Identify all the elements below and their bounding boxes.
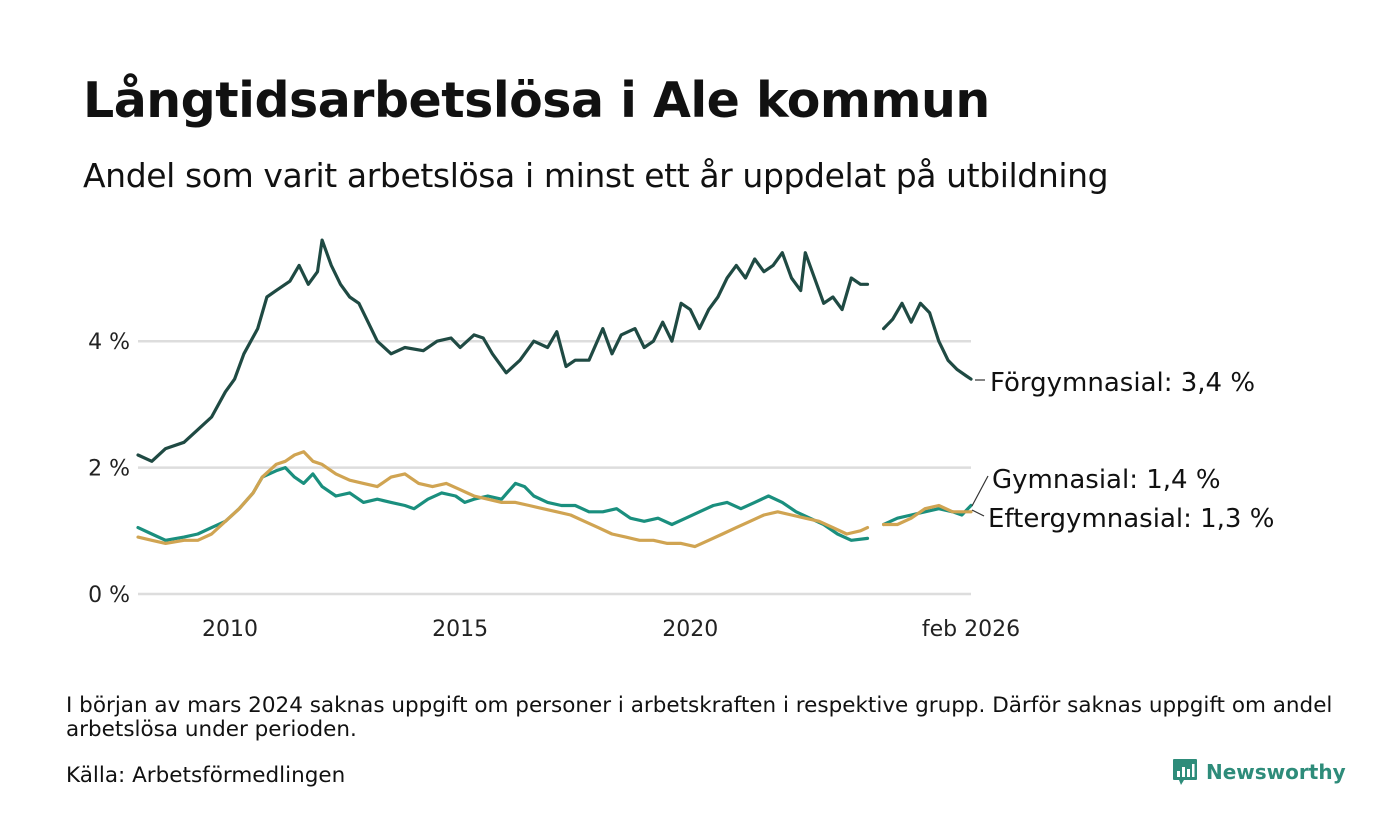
series-line-förgymnasial-segment-1 (136, 238, 870, 463)
end-label-eftergymnasial: Eftergymnasial: 1,3 % (988, 504, 1274, 534)
series-line-förgymnasial-segment-2 (882, 301, 973, 381)
series-line-gymnasial-segment-2 (882, 503, 973, 527)
series-line-eftergymnasial-segment-1 (136, 450, 870, 549)
x-tick-label: 2010 (202, 617, 258, 642)
page-subtitle: Andel som varit arbetslösa i minst ett å… (83, 156, 1109, 195)
brand-name: Newsworthy (1206, 760, 1346, 784)
y-tick-label: 4 % (88, 330, 130, 355)
x-tick-label: feb 2026 (922, 617, 1020, 642)
x-tick-label: 2020 (662, 617, 718, 642)
end-label-gymnasial: Gymnasial: 1,4 % (992, 465, 1221, 495)
y-tick-label: 2 % (88, 457, 130, 482)
series-line-eftergymnasial-segment-2 (882, 503, 973, 527)
source-note: Källa: Arbetsförmedlingen (66, 763, 346, 788)
end-label-förgymnasial: Förgymnasial: 3,4 % (990, 368, 1255, 398)
brand-logo: Newsworthy (1172, 758, 1346, 786)
end-label-leader-gymnasial (971, 475, 989, 507)
x-tick-label: 2015 (432, 617, 488, 642)
page-title: Långtidsarbetslösa i Ale kommun (83, 72, 990, 129)
end-label-leader-eftergymnasial (971, 509, 985, 517)
y-tick-label: 0 % (88, 583, 130, 608)
newsworthy-logo-icon (1173, 759, 1197, 785)
footnote: I början av mars 2024 saknas uppgift om … (66, 693, 1333, 742)
